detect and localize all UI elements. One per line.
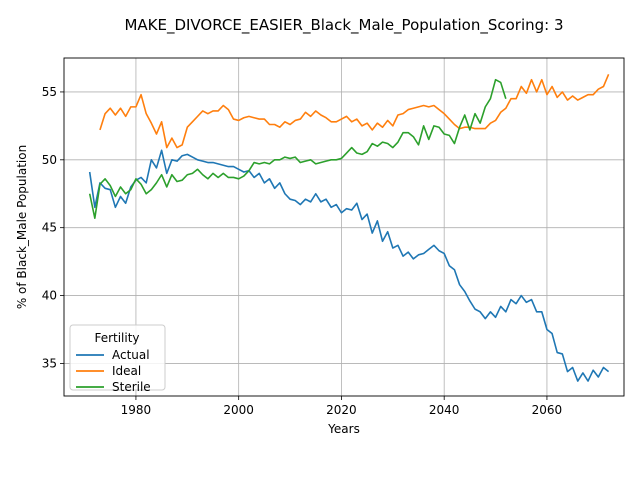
- y-tick-label: 40: [42, 289, 57, 303]
- x-tick-label: 2040: [429, 403, 460, 417]
- series-line-sterile: [88, 78, 507, 219]
- legend: Fertility Actual Ideal Sterile: [69, 324, 166, 394]
- x-tick-label: 2060: [532, 403, 563, 417]
- legend-box: [69, 324, 166, 391]
- x-tick-label: 2020: [326, 403, 357, 417]
- x-tick-label: 1980: [121, 403, 152, 417]
- y-axis-label: % of Black_Male Population: [15, 145, 29, 309]
- y-tick-label: 45: [42, 221, 57, 235]
- x-axis-label: Years: [327, 422, 360, 436]
- legend-label-actual: Actual: [112, 348, 150, 362]
- x-tick-label: 2000: [223, 403, 254, 417]
- legend-entries: Actual Ideal Sterile: [76, 348, 151, 394]
- x-axis-ticks: 1980 2000 2020 2040 2060: [121, 396, 563, 417]
- legend-label-sterile: Sterile: [112, 380, 151, 394]
- y-axis-ticks: 35 40 45 50 55: [42, 85, 64, 370]
- series-line-actual: [88, 149, 610, 382]
- y-tick-label: 50: [42, 153, 57, 167]
- legend-label-ideal: Ideal: [112, 364, 141, 378]
- legend-title: Fertility: [94, 331, 139, 345]
- y-tick-label: 35: [42, 356, 57, 370]
- series-lines: [88, 73, 610, 382]
- plot-frame: [63, 57, 625, 397]
- series-line-ideal: [99, 73, 610, 149]
- chart-title: MAKE_DIVORCE_EASIER_Black_Male_Populatio…: [124, 16, 563, 35]
- y-tick-label: 55: [42, 85, 57, 99]
